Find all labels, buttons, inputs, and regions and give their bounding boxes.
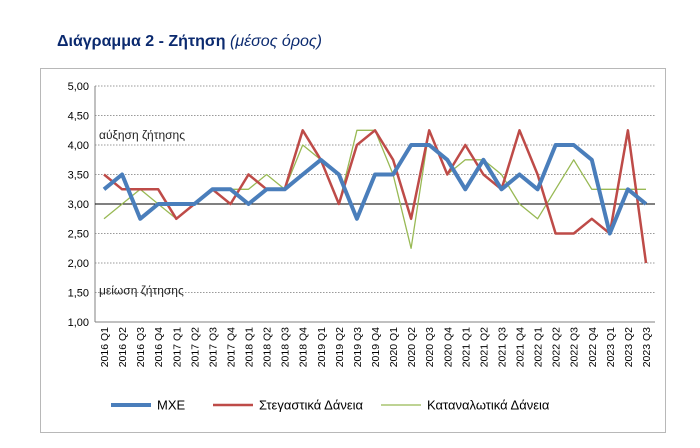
chart-frame: 1,00 1,50 2,00 2,50 3,00 3,50 4,00 4,50 5,00 2016… xyxy=(40,68,666,433)
x-tick-label: 2018 Q1 xyxy=(244,327,256,367)
y-tick-label: 3,00 xyxy=(68,199,89,211)
x-tick-label: 2022 Q1 xyxy=(533,327,545,367)
x-tick-label: 2022 Q4 xyxy=(587,327,599,367)
series-line-consumer-loans xyxy=(103,129,646,249)
x-tick-label: 2016 Q3 xyxy=(135,327,147,367)
line-chart: 1,00 1,50 2,00 2,50 3,00 3,50 4,00 4,50 5,00 2016… xyxy=(68,81,655,413)
x-tick-label: 2017 Q4 xyxy=(225,327,237,367)
x-tick-label: 2018 Q2 xyxy=(262,327,274,367)
annotation-increase: αύξηση ζήτησης xyxy=(99,128,185,142)
chart-title: Διάγραμμα 2 - Ζήτηση (μέσος όρος) xyxy=(57,33,322,51)
chart-title-sub: (μέσος όρος) xyxy=(230,33,322,50)
x-tick-label: 2016 Q4 xyxy=(153,327,165,367)
x-tick-label: 2023 Q3 xyxy=(641,327,653,367)
y-tick-label: 1,50 xyxy=(68,288,89,300)
x-tick-label: 2022 Q2 xyxy=(551,327,563,367)
y-tick-label: 1,00 xyxy=(68,317,89,329)
x-tick-label: 2020 Q1 xyxy=(388,327,400,367)
x-tick-label: 2018 Q3 xyxy=(280,327,292,367)
x-tick-label: 2023 Q2 xyxy=(623,327,635,367)
x-tick-label: 2021 Q4 xyxy=(515,327,527,367)
y-tick-label: 2,50 xyxy=(68,229,89,241)
legend-label-housing-loans: Στεγαστικά Δάνεια xyxy=(259,398,364,413)
annotation-decrease: μείωση ζήτησης xyxy=(99,283,184,297)
x-tick-label: 2017 Q3 xyxy=(207,327,219,367)
x-tick-label: 2023 Q1 xyxy=(605,327,617,367)
y-tick-label: 4,50 xyxy=(68,111,89,123)
x-tick-label: 2019 Q2 xyxy=(334,327,346,367)
series-line-mxe xyxy=(102,143,648,236)
x-tick-label: 2020 Q2 xyxy=(406,327,418,367)
legend-label-consumer-loans: Καταναλωτικά Δάνεια xyxy=(427,398,550,413)
x-tick-label: 2018 Q4 xyxy=(298,327,310,367)
y-tick-label: 2,00 xyxy=(68,258,89,270)
y-tick-label: 3,50 xyxy=(68,170,89,182)
x-tick-label: 2017 Q1 xyxy=(171,327,183,367)
y-tick-label: 4,00 xyxy=(68,140,89,152)
x-tick-label: 2019 Q3 xyxy=(352,327,364,367)
x-tick-label: 2021 Q1 xyxy=(460,327,472,367)
x-tick-label: 2021 Q2 xyxy=(478,327,490,367)
x-tick-label: 2022 Q3 xyxy=(569,327,581,367)
x-tick-label: 2016 Q1 xyxy=(99,327,111,367)
x-tick-label: 2016 Q2 xyxy=(117,327,129,367)
x-tick-label: 2019 Q1 xyxy=(316,327,328,367)
x-tick-label: 2021 Q3 xyxy=(496,327,508,367)
legend-label-mxe: ΜΧΕ xyxy=(157,398,186,413)
x-tick-label: 2017 Q2 xyxy=(189,327,201,367)
x-tick-label: 2019 Q4 xyxy=(370,327,382,367)
x-tick-label: 2020 Q4 xyxy=(442,327,454,367)
x-tick-label: 2020 Q3 xyxy=(424,327,436,367)
series-line-housing-loans xyxy=(103,129,648,264)
chart-title-main: Διάγραμμα 2 - Ζήτηση xyxy=(57,33,226,50)
y-tick-label: 5,00 xyxy=(68,81,89,93)
